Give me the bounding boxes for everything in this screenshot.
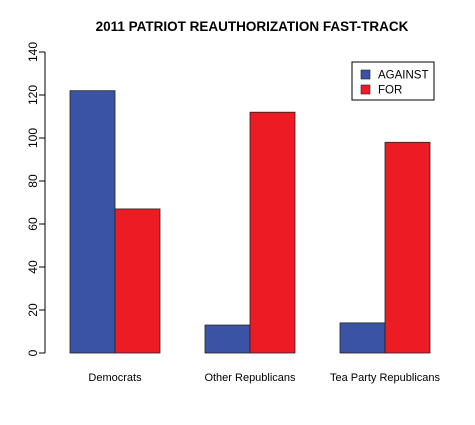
bar-for [384, 141, 431, 354]
legend-label: AGAINST [378, 70, 428, 82]
y-tick-label: 60 [26, 217, 40, 231]
y-tick-label: 40 [26, 260, 40, 274]
legend: AGAINST FOR [351, 61, 435, 101]
y-axis: 0 20 40 60 80 100 120 140 [26, 42, 46, 356]
legend-label: FOR [378, 85, 402, 97]
y-tick-label: 0 [26, 349, 40, 356]
bar-against [339, 322, 386, 354]
legend-swatch [360, 69, 371, 80]
y-tick-label: 120 [26, 85, 40, 105]
category-label: Other Republicans [204, 372, 296, 384]
y-tick-label: 100 [26, 128, 40, 148]
bar-against [204, 324, 251, 354]
bar-for [114, 208, 161, 354]
category-label: Democrats [88, 372, 142, 384]
category-label: Tea Party Republicans [330, 372, 441, 384]
bars [69, 90, 431, 354]
x-axis-labels: Democrats Other Republicans Tea Party Repu… [88, 372, 440, 384]
y-tick-label: 80 [26, 174, 40, 188]
bar-against [69, 90, 116, 354]
legend-swatch [360, 84, 371, 95]
y-tick-label: 140 [26, 42, 40, 62]
chart-title: 2011 PATRIOT REAUTHORIZATION FAST-TRACK [96, 19, 409, 34]
y-tick-label: 20 [26, 303, 40, 317]
bar-for [249, 111, 296, 354]
